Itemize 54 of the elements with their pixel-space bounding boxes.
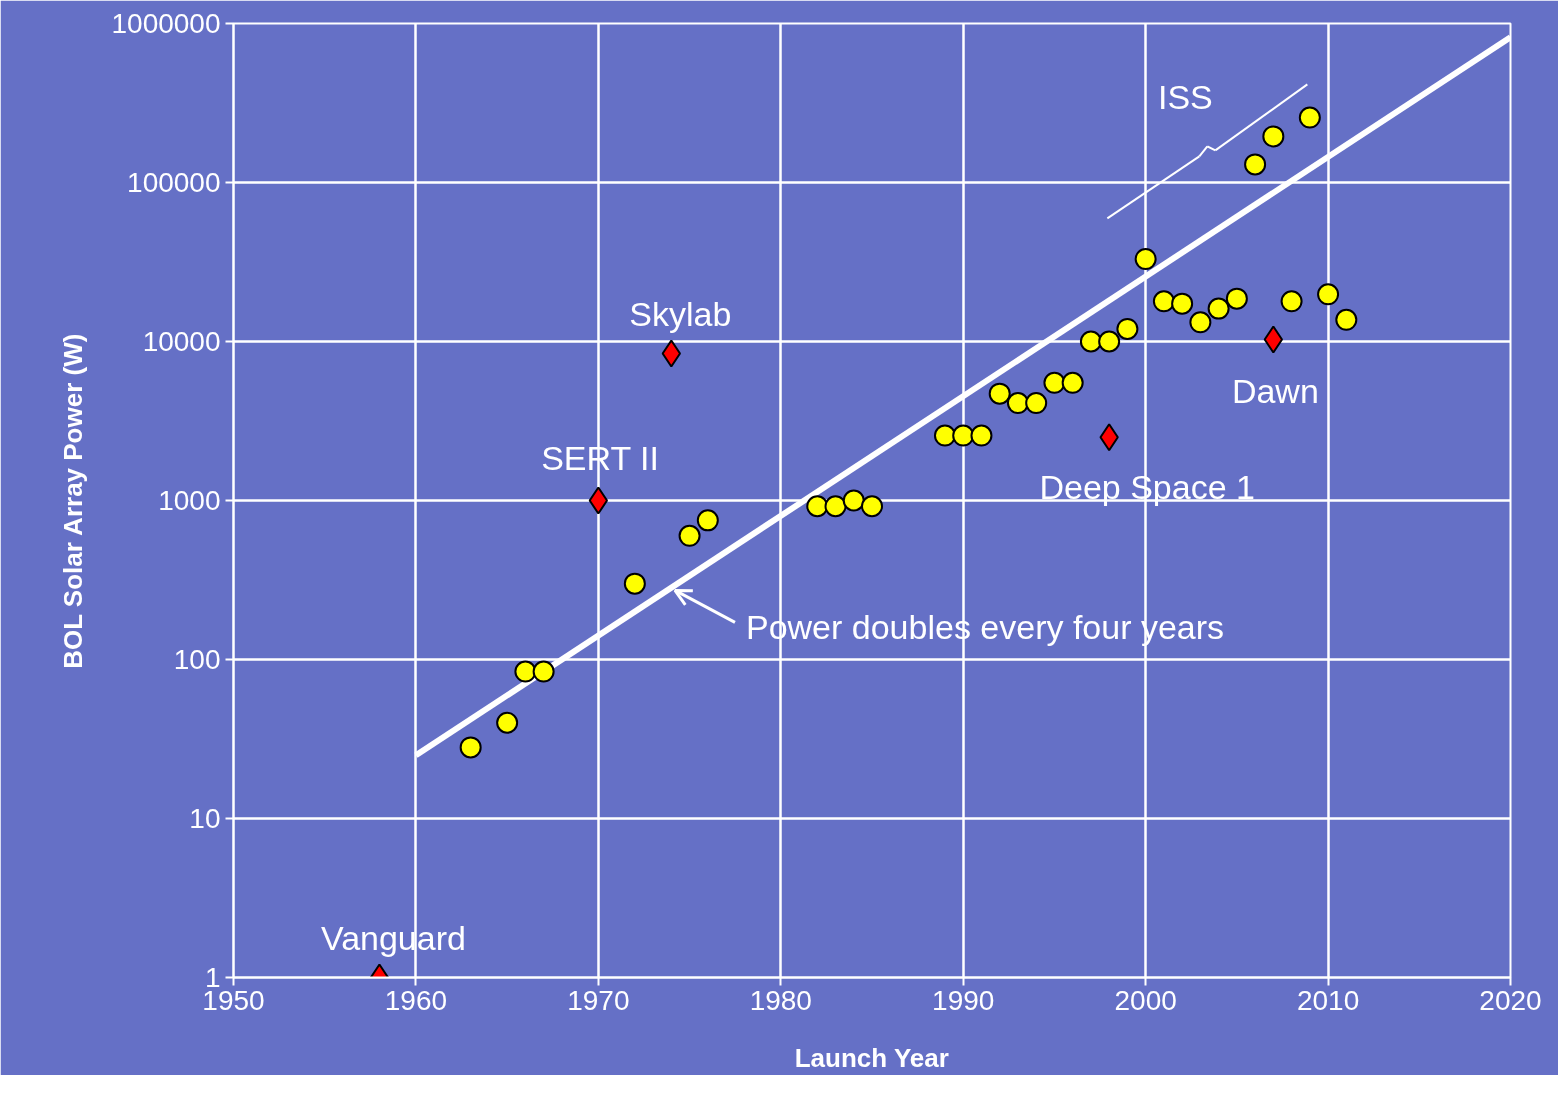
point <box>1079 330 1102 353</box>
x-tick-label: 1990 <box>932 984 995 1016</box>
point <box>514 660 537 683</box>
point <box>861 495 883 518</box>
point <box>1207 297 1230 320</box>
y-tick-label: 100 <box>173 644 221 675</box>
point <box>1171 292 1194 315</box>
annotation: Dawn <box>1231 372 1319 411</box>
point <box>1317 283 1340 306</box>
y-tick-label: 100000 <box>127 167 221 198</box>
x-tick-label: 2020 <box>1479 984 1542 1016</box>
point <box>970 424 993 447</box>
annotation: ISS <box>1157 78 1213 117</box>
y-tick-label: 1000 <box>158 485 221 516</box>
point <box>1298 106 1321 129</box>
point <box>496 711 519 734</box>
point <box>824 495 847 518</box>
point <box>952 424 975 447</box>
point <box>842 489 865 512</box>
point <box>1262 125 1285 148</box>
point <box>1225 287 1248 310</box>
x-tick-label: 1970 <box>567 984 630 1016</box>
x-tick-label: 2010 <box>1296 984 1360 1016</box>
point <box>696 509 719 532</box>
y-axis-title: BOL Solar Array Power (W) <box>58 333 89 669</box>
x-tick-label: 1960 <box>384 984 448 1016</box>
point <box>1134 248 1157 271</box>
point <box>1116 317 1139 340</box>
point <box>1006 392 1029 415</box>
annotation: Skylab <box>629 294 732 333</box>
point <box>588 486 609 515</box>
point <box>623 572 646 595</box>
y-tick-label: 1000000 <box>111 8 221 39</box>
point <box>1043 371 1066 394</box>
point <box>1280 290 1303 313</box>
point <box>1189 311 1212 334</box>
x-tick-label: 2000 <box>1114 984 1177 1016</box>
point <box>1335 308 1358 331</box>
point <box>1244 153 1267 176</box>
point <box>806 495 829 518</box>
point <box>988 382 1011 405</box>
point <box>1152 290 1175 313</box>
y-tick-label: 10 <box>189 803 221 834</box>
point <box>1098 330 1121 353</box>
point <box>1263 325 1284 354</box>
point <box>933 424 956 447</box>
point <box>1061 371 1084 394</box>
point <box>532 660 555 683</box>
point <box>678 524 701 547</box>
x-tick-label: 1980 <box>749 984 812 1016</box>
y-tick-label: 10000 <box>142 326 221 357</box>
point <box>1025 392 1048 415</box>
point <box>459 736 482 759</box>
x-axis-title: Launch Year <box>794 1042 949 1073</box>
